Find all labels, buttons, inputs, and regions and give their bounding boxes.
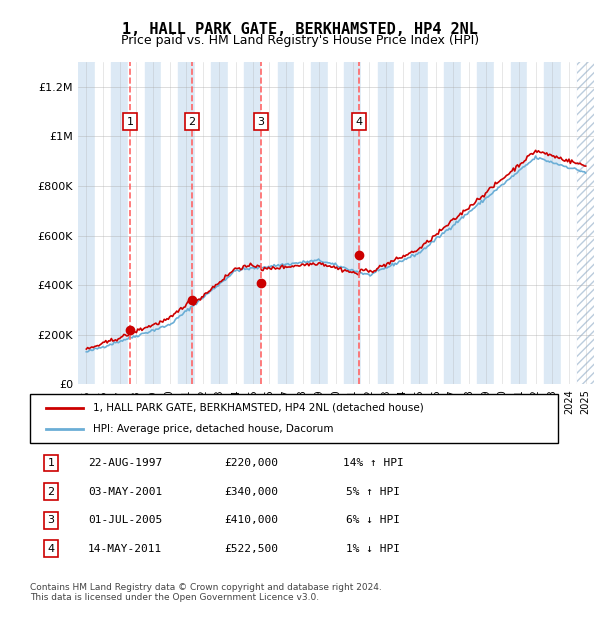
Text: 2: 2 xyxy=(47,487,55,497)
Text: 6% ↓ HPI: 6% ↓ HPI xyxy=(346,515,400,525)
Text: 2: 2 xyxy=(188,117,196,126)
Bar xyxy=(145,62,161,384)
Bar xyxy=(228,62,244,384)
Bar xyxy=(211,62,228,384)
Text: £220,000: £220,000 xyxy=(225,458,279,468)
Bar xyxy=(478,62,494,384)
Text: 22-AUG-1997: 22-AUG-1997 xyxy=(88,458,162,468)
Text: 14-MAY-2011: 14-MAY-2011 xyxy=(88,544,162,554)
Bar xyxy=(527,62,544,384)
Text: £340,000: £340,000 xyxy=(225,487,279,497)
Text: 1: 1 xyxy=(47,458,55,468)
Bar xyxy=(577,62,594,384)
Text: 4: 4 xyxy=(47,544,55,554)
Text: 1, HALL PARK GATE, BERKHAMSTED, HP4 2NL (detached house): 1, HALL PARK GATE, BERKHAMSTED, HP4 2NL … xyxy=(94,402,424,412)
Bar xyxy=(161,62,178,384)
Bar xyxy=(261,62,278,384)
Text: 03-MAY-2001: 03-MAY-2001 xyxy=(88,487,162,497)
Bar xyxy=(295,62,311,384)
Bar xyxy=(377,62,394,384)
Bar xyxy=(78,62,95,384)
Text: 3: 3 xyxy=(257,117,265,126)
Text: 3: 3 xyxy=(47,515,55,525)
Text: 1: 1 xyxy=(127,117,134,126)
Text: £410,000: £410,000 xyxy=(225,515,279,525)
Bar xyxy=(411,62,428,384)
Bar xyxy=(444,62,461,384)
Text: £522,500: £522,500 xyxy=(225,544,279,554)
Bar xyxy=(577,62,594,384)
Bar xyxy=(361,62,377,384)
Text: Price paid vs. HM Land Registry's House Price Index (HPI): Price paid vs. HM Land Registry's House … xyxy=(121,34,479,47)
Bar xyxy=(178,62,194,384)
Bar xyxy=(111,62,128,384)
Bar xyxy=(95,62,111,384)
Bar xyxy=(428,62,444,384)
Text: Contains HM Land Registry data © Crown copyright and database right 2024.
This d: Contains HM Land Registry data © Crown c… xyxy=(30,583,382,602)
Bar xyxy=(544,62,561,384)
Bar xyxy=(244,62,261,384)
Bar xyxy=(577,62,594,384)
Bar xyxy=(344,62,361,384)
Text: 4: 4 xyxy=(355,117,362,126)
Text: HPI: Average price, detached house, Dacorum: HPI: Average price, detached house, Daco… xyxy=(94,425,334,435)
Text: 1% ↓ HPI: 1% ↓ HPI xyxy=(346,544,400,554)
Bar xyxy=(278,62,295,384)
FancyBboxPatch shape xyxy=(30,394,558,443)
Bar xyxy=(328,62,344,384)
Bar xyxy=(128,62,145,384)
Bar xyxy=(511,62,527,384)
Text: 1, HALL PARK GATE, BERKHAMSTED, HP4 2NL: 1, HALL PARK GATE, BERKHAMSTED, HP4 2NL xyxy=(122,22,478,37)
Text: 5% ↑ HPI: 5% ↑ HPI xyxy=(346,487,400,497)
Text: 14% ↑ HPI: 14% ↑ HPI xyxy=(343,458,404,468)
Text: 01-JUL-2005: 01-JUL-2005 xyxy=(88,515,162,525)
Bar xyxy=(561,62,577,384)
Bar xyxy=(494,62,511,384)
Bar xyxy=(461,62,478,384)
Bar xyxy=(194,62,211,384)
Bar xyxy=(394,62,411,384)
Bar xyxy=(311,62,328,384)
